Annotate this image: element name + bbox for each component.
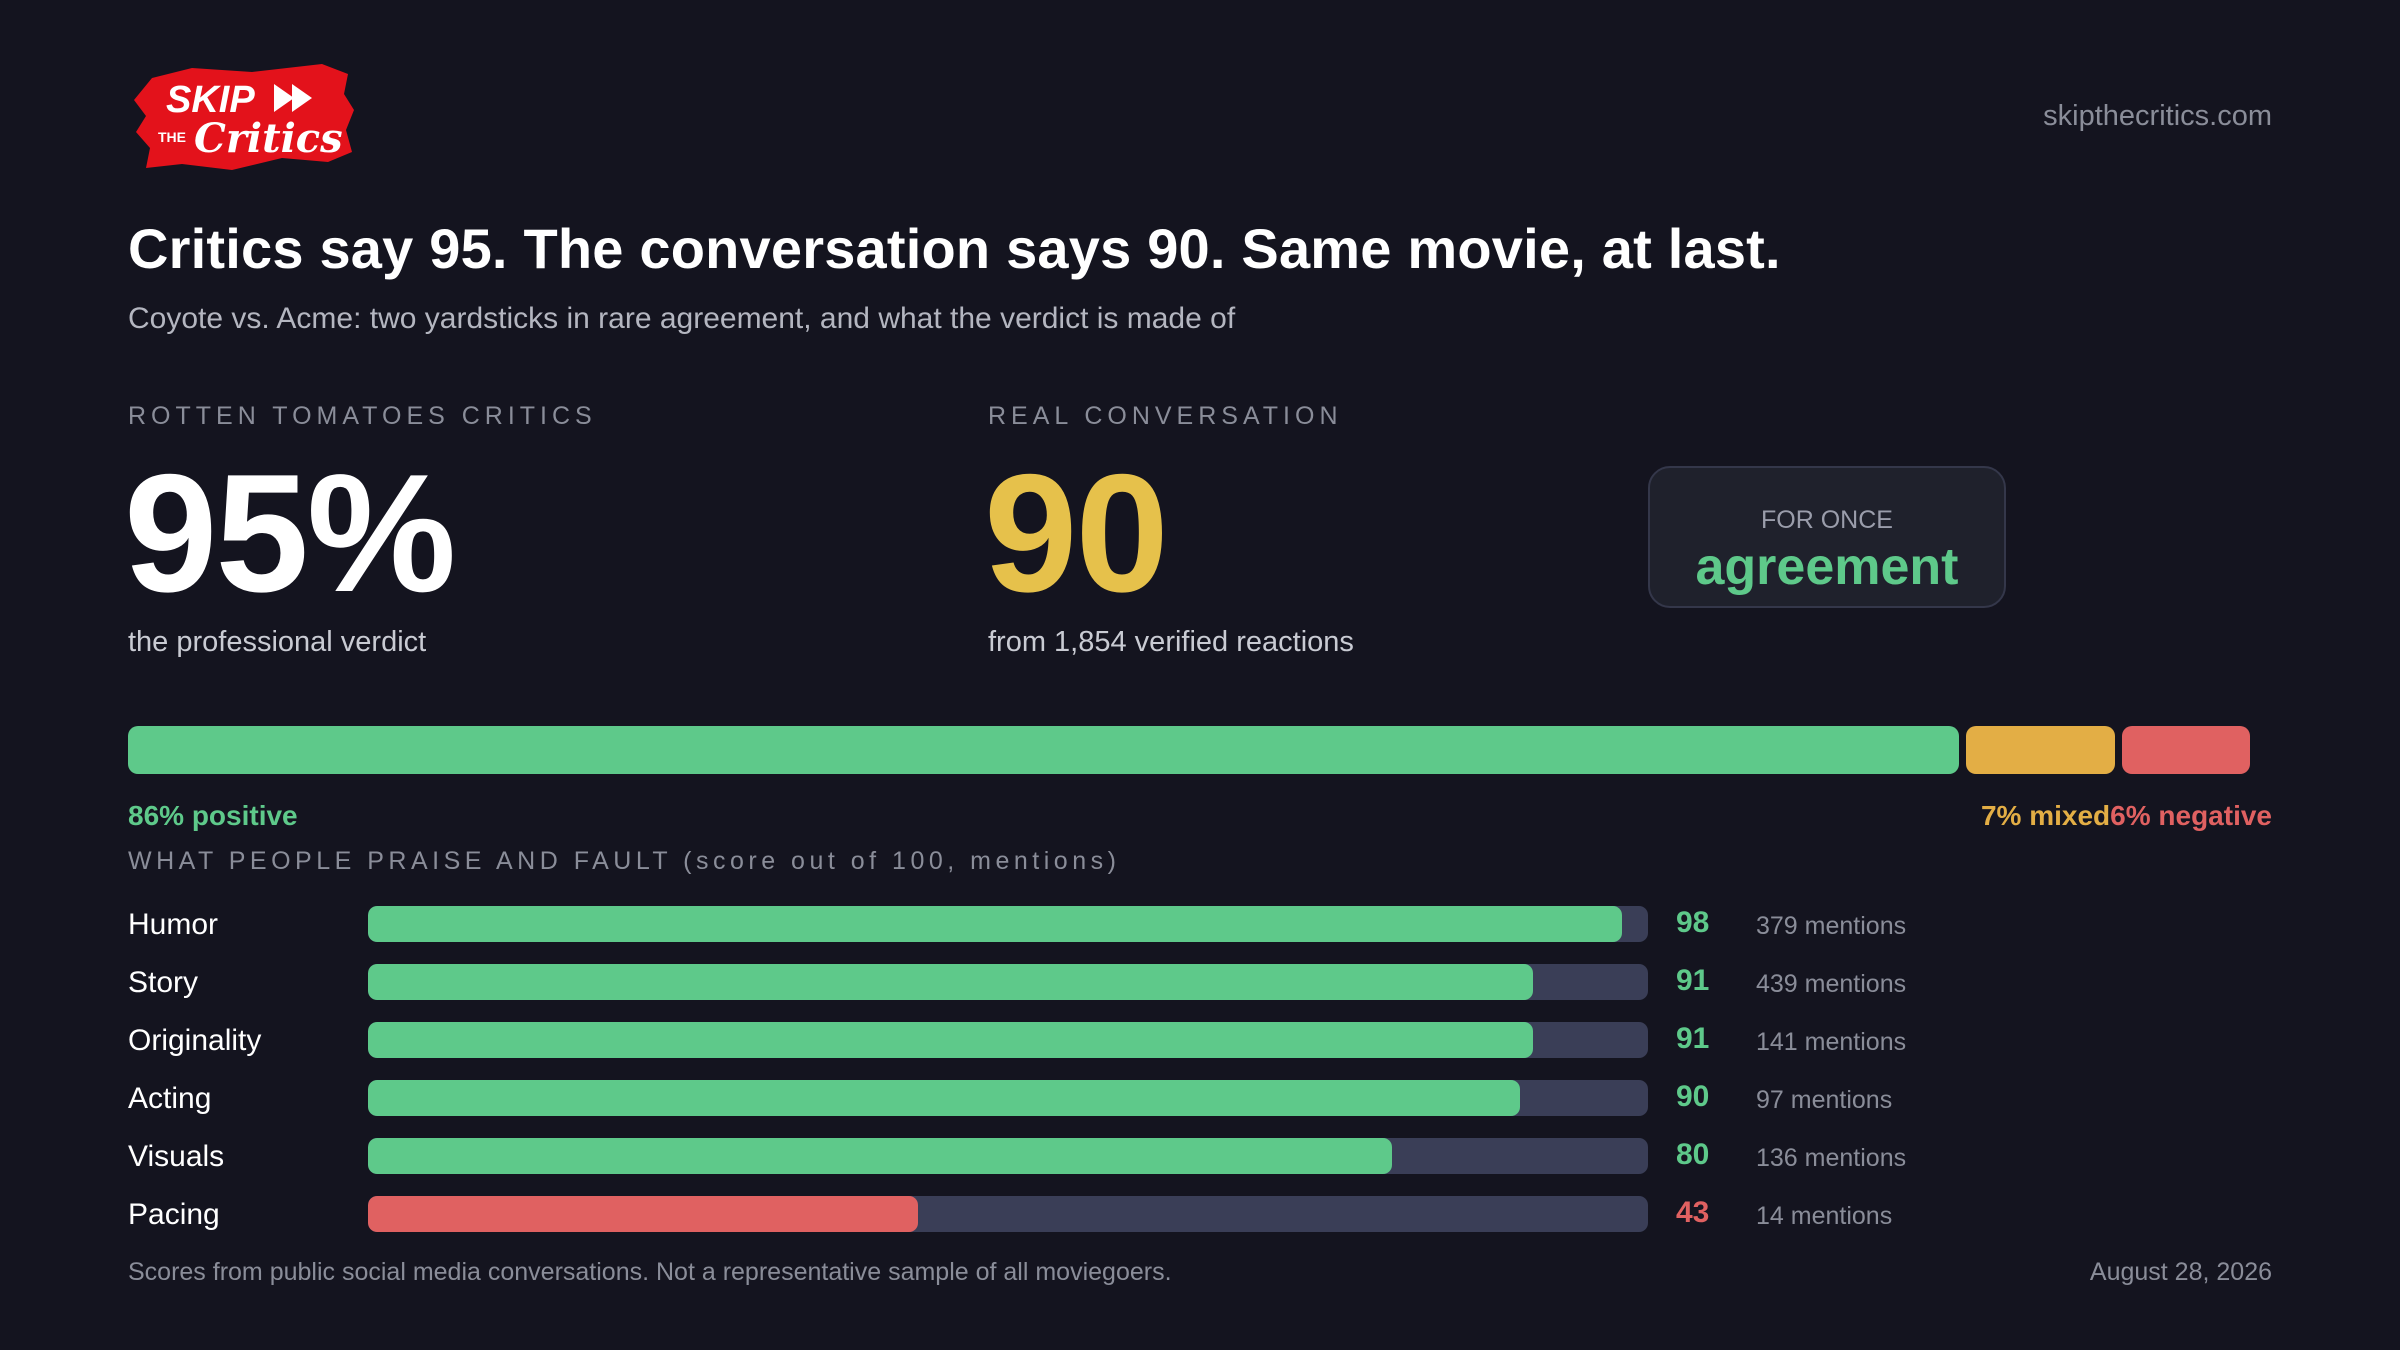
page-title: Critics say 95. The conversation says 90…: [128, 217, 1781, 280]
sentiment-segment-positive: [128, 726, 1960, 774]
sentiment-mixed-label: 7% mixed: [1980, 800, 2111, 831]
aspect-bar-track: [368, 906, 1648, 942]
conversation-score: 90: [984, 439, 1169, 627]
critics-caption: the professional verdict: [128, 626, 427, 658]
logo-skip-text: SKIP: [166, 79, 255, 121]
aspect-bar-track: [368, 1138, 1648, 1174]
aspect-label: Acting: [128, 1082, 212, 1115]
aspects-chart: Humor 98 379 mentions Story 91 439 mentions Or…: [128, 896, 2328, 1244]
aspect-bar-fill: [368, 964, 1533, 1000]
sentiment-bar: [128, 726, 2250, 774]
date: August 28, 2026: [2089, 1258, 2272, 1286]
aspect-bar-fill: [368, 1196, 919, 1232]
aspect-score: 98: [1676, 906, 1710, 939]
aspect-row: Pacing 43 14 mentions: [128, 1186, 2328, 1244]
verdict-badge-word: agreement: [1695, 538, 1959, 596]
aspect-label: Pacing: [128, 1198, 220, 1231]
aspect-row: Acting 90 97 mentions: [128, 1070, 2328, 1128]
aspect-label: Visuals: [128, 1140, 225, 1173]
aspect-bar-fill: [368, 1138, 1392, 1174]
sentiment-segment-negative: [2122, 726, 2250, 774]
logo-the-text: THE: [158, 129, 186, 145]
verdict-badge-kicker: FOR ONCE: [1761, 506, 1893, 534]
aspect-mentions: 97 mentions: [1756, 1086, 1893, 1114]
aspect-score: 43: [1676, 1196, 1710, 1229]
site-url[interactable]: skipthecritics.com: [2043, 100, 2272, 132]
aspect-mentions: 439 mentions: [1756, 970, 1907, 998]
aspect-row: Humor 98 379 mentions: [128, 896, 2328, 954]
aspect-score: 90: [1676, 1080, 1710, 1113]
sentiment-segment-mixed: [1966, 726, 2116, 774]
aspect-bar-track: [368, 964, 1648, 1000]
aspect-bar-track: [368, 1080, 1648, 1116]
conversation-caption: from 1,854 verified reactions: [988, 626, 1354, 658]
aspect-row: Originality 91 141 mentions: [128, 1012, 2328, 1070]
aspect-mentions: 14 mentions: [1756, 1202, 1893, 1230]
aspect-score: 91: [1676, 1022, 1710, 1055]
conversation-kicker: REAL CONVERSATION: [988, 402, 1343, 430]
aspect-bar-fill: [368, 906, 1623, 942]
aspect-label: Humor: [128, 908, 219, 941]
sentiment-other-labels: 7% mixed 6% negative: [1981, 800, 2272, 832]
logo-critics-text: Critics: [194, 115, 343, 162]
page-subtitle: Coyote vs. Acme: two yardsticks in rare …: [128, 302, 1236, 335]
aspects-title: WHAT PEOPLE PRAISE AND FAULT (score out …: [128, 847, 1121, 875]
aspect-bar-fill: [368, 1022, 1533, 1058]
aspect-label: Story: [128, 966, 199, 999]
logo-fast-forward-icon: [274, 84, 294, 112]
critics-kicker: ROTTEN TOMATOES CRITICS: [128, 402, 597, 430]
aspect-bar-track: [368, 1196, 1648, 1232]
aspect-mentions: 379 mentions: [1756, 912, 1907, 940]
logo-fast-forward-icon-2: [292, 84, 312, 112]
aspect-mentions: 136 mentions: [1756, 1144, 1907, 1172]
aspect-bar-track: [368, 1022, 1648, 1058]
aspect-row: Story 91 439 mentions: [128, 954, 2328, 1012]
sentiment-negative-label: 6% negative: [2110, 800, 2272, 831]
sentiment-positive-label: 86% positive: [128, 800, 298, 831]
aspect-mentions: 141 mentions: [1756, 1028, 1907, 1056]
skip-the-critics-logo: SKIP THE Critics: [134, 64, 354, 170]
aspect-score: 91: [1676, 964, 1710, 997]
footnote: Scores from public social media conversa…: [128, 1258, 1172, 1286]
aspect-label: Originality: [128, 1024, 262, 1057]
critics-score: 95%: [124, 439, 456, 627]
aspect-bar-fill: [368, 1080, 1520, 1116]
aspect-score: 80: [1676, 1138, 1710, 1171]
verdict-badge: FOR ONCE agreement: [1648, 466, 2006, 608]
aspect-row: Visuals 80 136 mentions: [128, 1128, 2328, 1186]
